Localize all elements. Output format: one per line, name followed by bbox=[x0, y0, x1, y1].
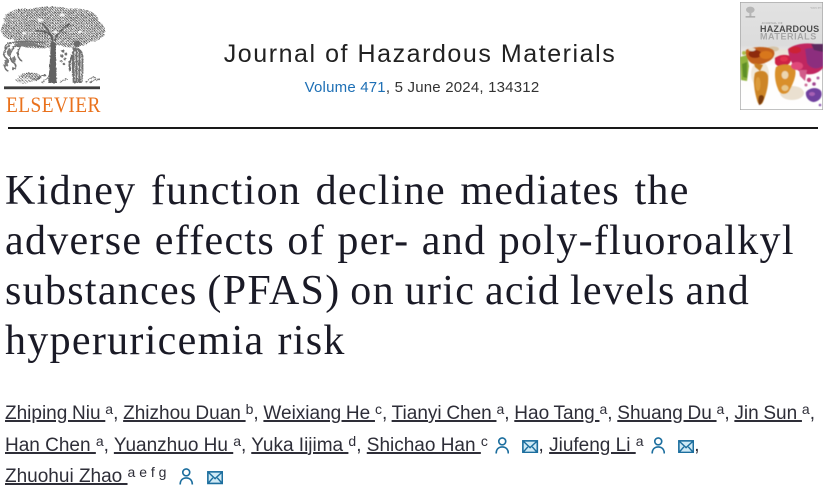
svg-text:HAZARDOUS: HAZARDOUS bbox=[760, 24, 819, 34]
svg-text:Volume 471: Volume 471 bbox=[811, 7, 823, 9]
svg-text:JOURNAL OF: JOURNAL OF bbox=[762, 21, 783, 25]
svg-text:MATERIALS: MATERIALS bbox=[760, 32, 817, 42]
